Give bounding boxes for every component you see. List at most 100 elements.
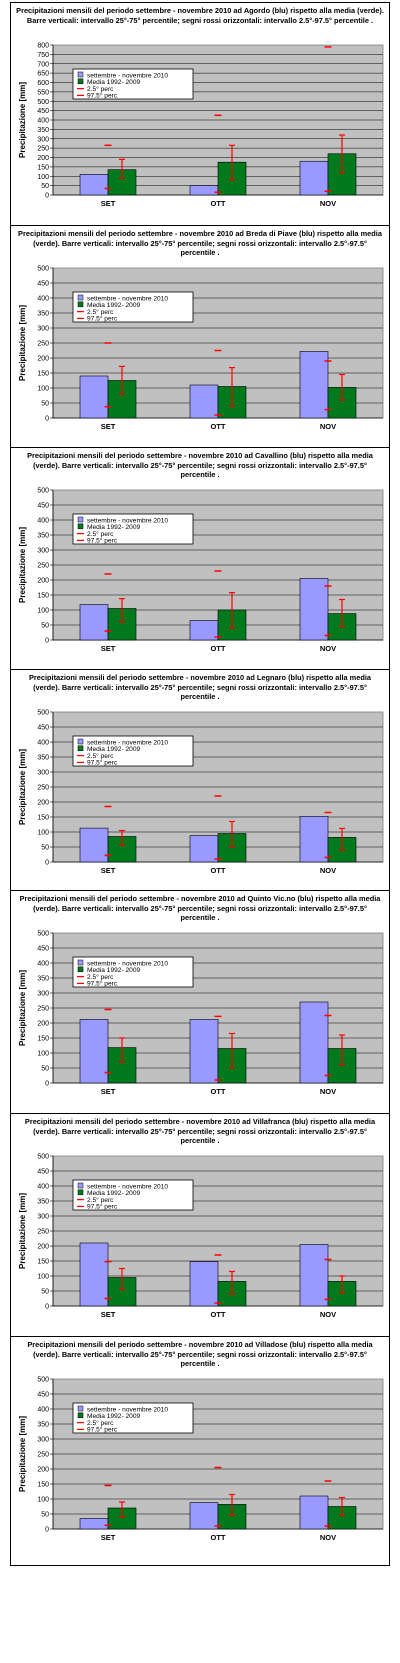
chart-panel: Precipitazioni mensili del periodo sette…: [10, 890, 390, 1120]
chart-svg: 0 50 100 150 200 250 300 350 400 450 500 Precipitaz…: [18, 488, 384, 653]
bar-2010: [79, 1518, 109, 1530]
y-tick-label: 400: [37, 740, 49, 747]
legend-swatch: [77, 959, 84, 966]
legend-swatch: [77, 78, 84, 85]
y-tick-label: 400: [37, 518, 49, 525]
bar-2010: [79, 604, 109, 641]
legend-box: [72, 956, 194, 988]
bar-2010: [79, 1019, 109, 1084]
y-tick-label: 350: [37, 311, 49, 318]
bar-2010: [299, 578, 329, 641]
y-tick-label: 300: [37, 770, 49, 777]
y-tick-label: 200: [37, 155, 49, 162]
y-tick-label: 0: [45, 1527, 49, 1534]
bar-2010: [189, 1502, 219, 1530]
legend-swatch: [77, 301, 84, 308]
y-tick-label: 150: [37, 1036, 49, 1043]
y-tick-label: 700: [37, 61, 49, 68]
legend-label: 97.5° perc: [87, 315, 118, 323]
x-tick-label: OTT: [211, 1533, 226, 1542]
legend-swatch: [77, 966, 84, 973]
y-tick-label: 100: [37, 174, 49, 181]
y-tick-label: 350: [37, 127, 49, 134]
y-tick-label: 250: [37, 146, 49, 153]
legend-label: 97.5° perc: [87, 92, 118, 100]
bar-2010: [299, 351, 329, 419]
y-tick-label: 100: [37, 386, 49, 393]
chart-title: Precipitazioni mensili del periodo sette…: [16, 6, 384, 25]
chart-title: Precipitazioni mensili del periodo sette…: [27, 1340, 373, 1369]
y-tick-label: 300: [37, 136, 49, 143]
y-tick-label: 150: [37, 593, 49, 600]
y-tick-label: 500: [37, 488, 49, 495]
y-tick-label: 50: [41, 1066, 49, 1073]
y-tick-label: 650: [37, 71, 49, 78]
legend-swatch: [77, 523, 84, 530]
y-tick-label: 300: [37, 1437, 49, 1444]
legend-label: Media 1992- 2009: [87, 1190, 140, 1197]
y-tick-label: 400: [37, 1407, 49, 1414]
y-tick-label: 400: [37, 118, 49, 125]
bar-2010: [79, 174, 109, 196]
y-tick-label: 450: [37, 281, 49, 288]
y-axis-label: Precipitazione [mm]: [18, 1193, 27, 1269]
x-tick-label: SET: [101, 1533, 116, 1542]
chart-svg: 0 50 100 150 200 250 300 350 400 450 500 Precipitaz…: [18, 1377, 384, 1542]
x-tick-label: OTT: [211, 1087, 226, 1096]
y-tick-label: 200: [37, 356, 49, 363]
legend-box: [72, 735, 194, 767]
legend-swatch: [77, 738, 84, 745]
bar-2010: [299, 816, 329, 863]
legend-label: 2.5° perc: [87, 85, 114, 93]
legend-swatch: [77, 1412, 84, 1419]
legend-label: 97.5° perc: [87, 1203, 118, 1211]
y-tick-label: 100: [37, 608, 49, 615]
y-tick-label: 200: [37, 1467, 49, 1474]
legend-label: 97.5° perc: [87, 1426, 118, 1434]
bar-2010: [79, 827, 109, 863]
chart-panel: Precipitazioni mensili del periodo sette…: [10, 2, 390, 232]
legend-label: Media 1992- 2009: [87, 746, 140, 753]
y-tick-label: 300: [37, 326, 49, 333]
y-tick-label: 500: [37, 931, 49, 938]
chart-title: Precipitazioni mensili del periodo sette…: [19, 894, 381, 923]
y-tick-label: 200: [37, 800, 49, 807]
legend-box: [72, 68, 194, 100]
y-tick-label: 100: [37, 1274, 49, 1281]
x-tick-label: SET: [101, 866, 116, 875]
legend-label: 2.5° perc: [87, 308, 114, 316]
y-tick-label: 50: [41, 401, 49, 408]
x-tick-label: OTT: [211, 199, 226, 208]
chart-title: Precipitazioni mensili del periodo sette…: [27, 451, 373, 480]
bar-2010: [299, 1495, 329, 1530]
legend-label: 2.5° perc: [87, 973, 114, 981]
legend-label: settembre - novembre 2010: [87, 517, 168, 524]
chart-svg: 0 50 100 150 200 250 300 350 400 450 500 550 600 650 7…: [18, 43, 384, 208]
y-tick-label: 0: [45, 193, 49, 200]
y-tick-label: 500: [37, 99, 49, 106]
legend-label: Media 1992- 2009: [87, 967, 140, 974]
legend-swatch: [77, 1189, 84, 1196]
chart-title: Precipitazioni mensili del periodo sette…: [24, 1117, 376, 1146]
y-tick-label: 350: [37, 976, 49, 983]
chart-svg: 0 50 100 150 200 250 300 350 400 450 500 Precipitaz…: [18, 266, 384, 431]
legend-swatch: [77, 294, 84, 301]
y-tick-label: 0: [45, 860, 49, 867]
legend-label: settembre - novembre 2010: [87, 1406, 168, 1413]
y-tick-label: 0: [45, 1081, 49, 1088]
legend-swatch: [77, 1182, 84, 1189]
legend-label: 2.5° perc: [87, 530, 114, 538]
y-tick-label: 250: [37, 1229, 49, 1236]
legend-box: [72, 1179, 194, 1211]
chart-title: Precipitazioni mensili del periodo sette…: [18, 229, 382, 258]
bar-2010: [299, 160, 329, 196]
y-tick-label: 150: [37, 1259, 49, 1266]
y-tick-label: 450: [37, 946, 49, 953]
legend-label: Media 1992- 2009: [87, 79, 140, 86]
y-axis-label: Precipitazione [mm]: [18, 749, 27, 825]
y-axis-label: Precipitazione [mm]: [18, 970, 27, 1046]
chart-svg: 0 50 100 150 200 250 300 350 400 450 500 Precipitaz…: [18, 1154, 384, 1319]
y-axis-label: Precipitazione [mm]: [18, 1416, 27, 1492]
y-tick-label: 300: [37, 548, 49, 555]
x-tick-label: OTT: [211, 1310, 226, 1319]
